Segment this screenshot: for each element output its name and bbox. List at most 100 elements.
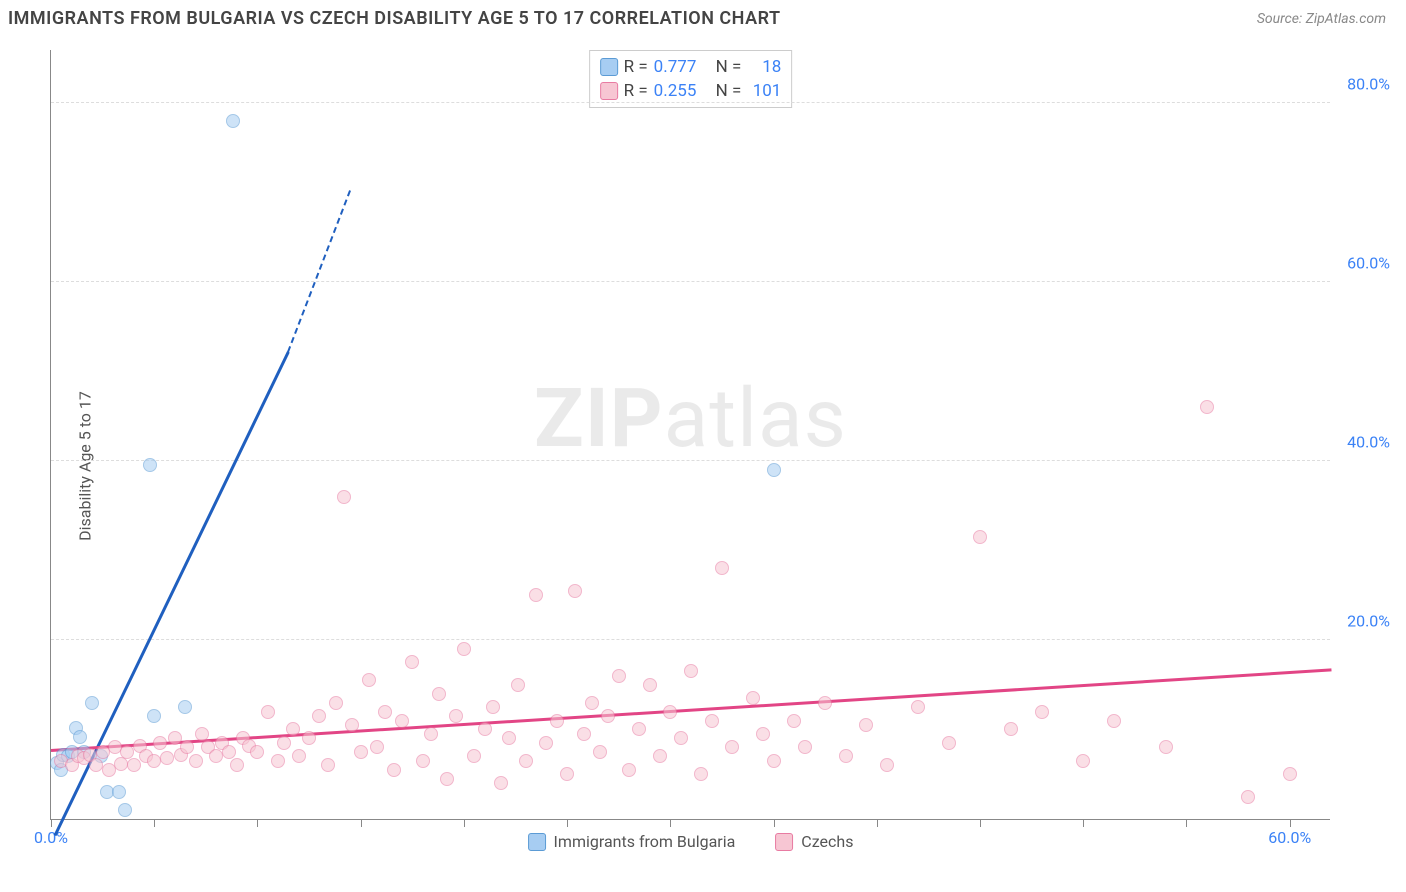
legend-r-value: 0.777 [654, 57, 710, 77]
data-point-czechs [568, 584, 582, 598]
data-point-bulgaria [226, 114, 240, 128]
data-point-czechs [387, 763, 401, 777]
data-point-czechs [511, 678, 525, 692]
data-point-czechs [292, 749, 306, 763]
x-tick [1186, 819, 1187, 827]
legend-series-item: Czechs [775, 832, 853, 851]
legend-r-label: R = [624, 57, 648, 77]
legend-n-label: N = [716, 81, 742, 101]
data-point-bulgaria [767, 463, 781, 477]
legend-swatch [600, 82, 618, 100]
legend-r-label: R = [624, 81, 648, 101]
legend-series: Immigrants from BulgariaCzechs [528, 832, 854, 851]
data-point-czechs [312, 709, 326, 723]
x-tick [980, 819, 981, 827]
data-point-czechs [1107, 714, 1121, 728]
data-point-czechs [449, 709, 463, 723]
legend-correlation-row: R = 0.777 N =18 [600, 55, 782, 79]
data-point-czechs [230, 758, 244, 772]
data-point-czechs [424, 727, 438, 741]
data-point-czechs [440, 772, 454, 786]
legend-series-label: Czechs [801, 832, 853, 851]
data-point-czechs [180, 740, 194, 754]
watermark-bold: ZIP [534, 371, 664, 467]
data-point-czechs [622, 763, 636, 777]
x-tick [154, 819, 155, 827]
title-bar: IMMIGRANTS FROM BULGARIA VS CZECH DISABI… [0, 0, 1406, 37]
legend-swatch [600, 58, 618, 76]
data-point-bulgaria [85, 696, 99, 710]
data-point-czechs [354, 745, 368, 759]
data-point-czechs [321, 758, 335, 772]
data-point-czechs [405, 655, 419, 669]
y-tick-label: 80.0% [1347, 74, 1390, 93]
plot-area: ZIPatlas R =0.777N =18R =0.255N =101 Imm… [50, 50, 1330, 820]
data-point-bulgaria [143, 458, 157, 472]
x-tick [567, 819, 568, 827]
data-point-czechs [378, 705, 392, 719]
legend-n-value: 18 [747, 57, 781, 77]
data-point-bulgaria [178, 700, 192, 714]
data-point-czechs [222, 745, 236, 759]
data-point-czechs [1283, 767, 1297, 781]
data-point-czechs [973, 530, 987, 544]
source-attribution: Source: ZipAtlas.com [1257, 11, 1386, 27]
data-point-czechs [329, 696, 343, 710]
data-point-czechs [767, 754, 781, 768]
data-point-czechs [362, 673, 376, 687]
legend-correlation-row: R =0.255N =101 [600, 79, 782, 103]
data-point-czechs [519, 754, 533, 768]
data-point-czechs [250, 745, 264, 759]
data-point-czechs [684, 664, 698, 678]
data-point-czechs [277, 736, 291, 750]
watermark-light: atlas [664, 371, 847, 467]
data-point-czechs [859, 718, 873, 732]
data-point-czechs [337, 490, 351, 504]
data-point-czechs [746, 691, 760, 705]
data-point-czechs [725, 740, 739, 754]
data-point-czechs [560, 767, 574, 781]
data-point-czechs [189, 754, 203, 768]
data-point-czechs [643, 678, 657, 692]
x-tick [774, 819, 775, 827]
grid-line [51, 102, 1330, 103]
data-point-czechs [345, 718, 359, 732]
legend-n-label: N = [716, 57, 742, 77]
legend-swatch [528, 833, 546, 851]
data-point-bulgaria [147, 709, 161, 723]
grid-line [51, 281, 1330, 282]
source-label: Source: [1257, 11, 1302, 27]
data-point-czechs [705, 714, 719, 728]
data-point-czechs [880, 758, 894, 772]
x-tick [361, 819, 362, 827]
x-tick [1083, 819, 1084, 827]
data-point-czechs [502, 731, 516, 745]
data-point-bulgaria [112, 785, 126, 799]
legend-swatch [775, 833, 793, 851]
legend-n-value: 101 [747, 81, 781, 101]
source-name: ZipAtlas.com [1306, 11, 1386, 27]
x-tick [464, 819, 465, 827]
data-point-czechs [663, 705, 677, 719]
data-point-czechs [550, 714, 564, 728]
data-point-bulgaria [118, 803, 132, 817]
data-point-czechs [529, 588, 543, 602]
data-point-czechs [756, 727, 770, 741]
data-point-czechs [632, 722, 646, 736]
legend-correlation: R = 0.777 N =18R =0.255N =101 [589, 50, 793, 108]
data-point-czechs [601, 709, 615, 723]
x-tick [670, 819, 671, 827]
x-tick-label: 60.0% [1268, 828, 1311, 847]
data-point-czechs [1004, 722, 1018, 736]
data-point-czechs [539, 736, 553, 750]
data-point-bulgaria [73, 730, 87, 744]
data-point-czechs [457, 642, 471, 656]
data-point-czechs [302, 731, 316, 745]
data-point-czechs [585, 696, 599, 710]
trend-dash-bulgaria [287, 191, 351, 353]
chart-title: IMMIGRANTS FROM BULGARIA VS CZECH DISABI… [8, 8, 781, 29]
data-point-czechs [798, 740, 812, 754]
data-point-czechs [416, 754, 430, 768]
data-point-czechs [271, 754, 285, 768]
data-point-czechs [486, 700, 500, 714]
